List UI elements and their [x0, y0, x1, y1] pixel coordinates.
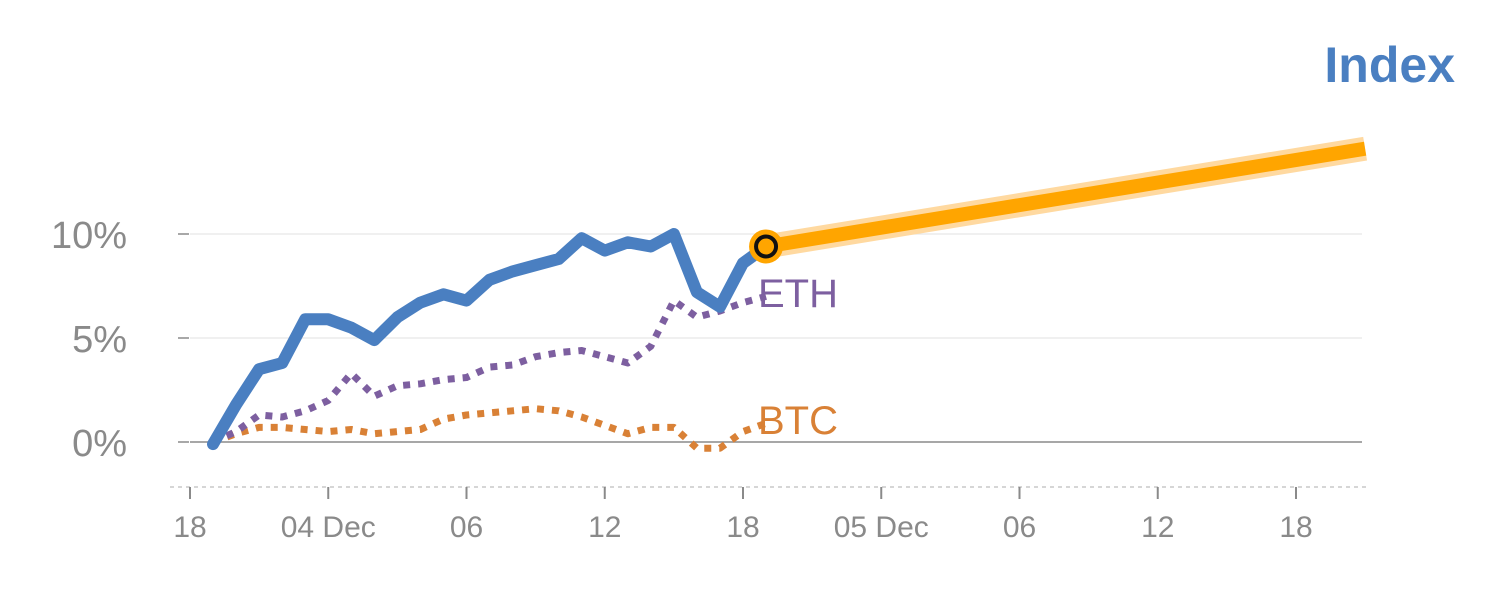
y-tick-label: 5% — [72, 319, 127, 361]
eth-label: ETH — [758, 272, 838, 316]
x-tick-label: 18 — [1279, 511, 1312, 544]
x-tick-label: 12 — [1141, 511, 1174, 544]
x-tick-label: 06 — [1003, 511, 1036, 544]
index-line — [207, 228, 772, 451]
y-tick-label: 10% — [51, 215, 127, 257]
x-tick-label: 05 Dec — [834, 511, 929, 544]
btc-label: BTC — [758, 399, 838, 443]
marker-point — [754, 234, 779, 259]
x-tick-label: 18 — [726, 511, 759, 544]
index-label: Index — [1324, 37, 1455, 93]
forecast-line — [764, 141, 1367, 254]
x-tick-label: 04 Dec — [281, 511, 376, 544]
x-axis — [170, 486, 1366, 499]
x-tick-label: 12 — [588, 511, 621, 544]
btc-line — [211, 405, 768, 452]
labels: 0% 5% 10% 18 04 Dec 06 12 18 05 Dec 06 12 18 ETH BTC I… — [51, 37, 1455, 544]
x-tick-label: 06 — [450, 511, 483, 544]
x-tick-label: 18 — [173, 511, 206, 544]
series — [207, 136, 1368, 452]
y-tick-label: 0% — [72, 423, 127, 465]
eth-line — [211, 293, 767, 446]
